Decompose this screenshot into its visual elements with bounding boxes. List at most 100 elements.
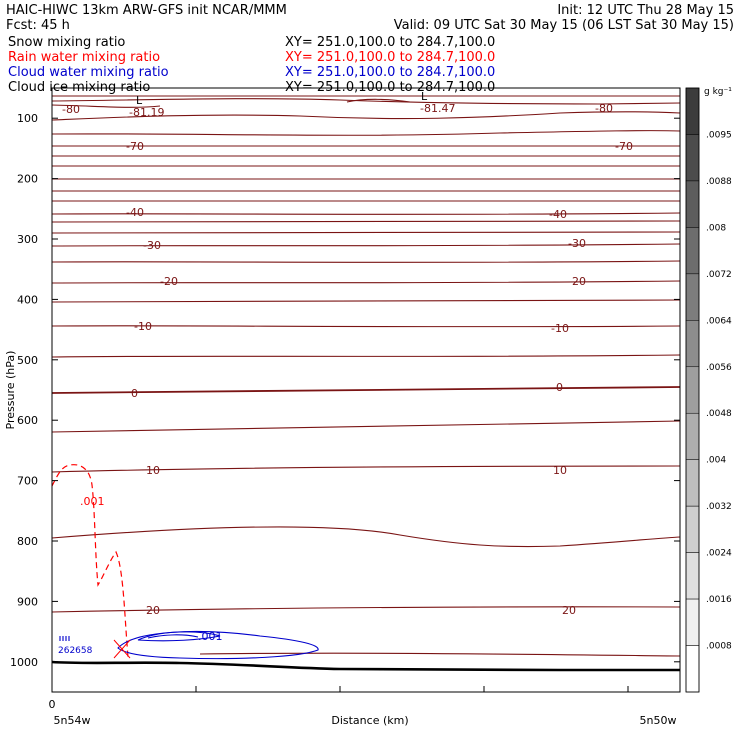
isotherm-line (51, 98, 681, 105)
isotherm-line (51, 325, 681, 328)
isotherm-zero-line (51, 386, 681, 394)
colorbar-box (685, 459, 700, 507)
contour-label: 20 (146, 604, 160, 617)
rain-contour (51, 464, 129, 661)
colorbar-box (685, 645, 700, 693)
colorbar-box (685, 412, 700, 460)
rain-label: .001 (80, 495, 105, 508)
isotherm-line (51, 420, 681, 433)
x-endpoint-end: 5n50w (640, 714, 677, 727)
colorbar-tick-label: .0072 (706, 270, 732, 280)
colorbar-tick-label: .0008 (706, 642, 732, 652)
contour-label: -81.47 (420, 102, 455, 115)
isotherm-line (51, 280, 681, 284)
isotherm-line (51, 212, 681, 215)
contour-label: -80 (595, 102, 613, 115)
contour-label: 20 (562, 604, 576, 617)
y-tick-label: 400 (17, 293, 38, 306)
colorbar-box (685, 505, 700, 553)
cloud-contour-line (147, 634, 199, 639)
colorbar-box (685, 227, 700, 275)
colorbar-tick-label: .0095 (706, 130, 732, 140)
contour-label: 10 (146, 464, 160, 477)
colorbar-box (685, 598, 700, 646)
y-tick-label: 600 (17, 414, 38, 427)
isotherm-line (51, 231, 681, 234)
colorbar-tick-label: .0088 (706, 177, 732, 187)
y-tick-label: 500 (17, 354, 38, 367)
y-tick-label: 1000 (10, 656, 38, 669)
contour-label: -20 (160, 275, 178, 288)
contour-label: 0 (556, 381, 563, 394)
isotherm-line (51, 354, 681, 358)
colorbar-tick-label: .008 (706, 223, 726, 233)
low-marker: L (136, 94, 143, 107)
x-tick-marks (51, 686, 629, 692)
contour-label: -81.19 (129, 106, 164, 119)
x-tick-label: 0 (49, 698, 56, 711)
contour-label: -40 (126, 206, 144, 219)
colorbar-frame (685, 87, 700, 693)
colorbar-tick-label: .0024 (706, 549, 732, 559)
colorbar-tick-label: .0056 (706, 363, 732, 373)
y-tick-label: 800 (17, 535, 38, 548)
cloud-contour-line (137, 631, 221, 642)
isotherm-line (51, 465, 681, 473)
header-fcst: Fcst: 45 h (6, 18, 70, 33)
cloud-hash-marks (59, 636, 70, 641)
isotherm-line (51, 111, 681, 121)
y-tick-label: 200 (17, 173, 38, 186)
isotherm-line (51, 260, 681, 263)
header-title: HAIC-HIWC 13km ARW-GFS init NCAR/MMM (6, 3, 287, 18)
colorbar-box (685, 320, 700, 368)
contour-label: -20 (568, 275, 586, 288)
y-tick-label: 700 (17, 475, 38, 488)
colorbar-box (685, 366, 700, 414)
isotherm-line (51, 220, 681, 223)
contour-label: -70 (126, 140, 144, 153)
colorbar-unit: g kg⁻¹ (704, 87, 732, 97)
field-snow-xy: XY= 251.0,100.0 to 284.7,100.0 (285, 35, 495, 50)
temperature-labels: -80 -81.19 -81.47 -80 -70 -70 -40 -40 -3… (62, 102, 633, 617)
x-axis-title: Distance (km) (331, 714, 408, 727)
contour-label: -10 (134, 320, 152, 333)
temperature-contours (51, 95, 681, 657)
contour-label: -70 (615, 140, 633, 153)
field-cloudwater-name: Cloud water mixing ratio (8, 65, 169, 80)
isotherm-line (51, 104, 161, 108)
colorbar-box (685, 134, 700, 182)
field-rain-name: Rain water mixing ratio (8, 50, 160, 65)
isotherm-line (199, 652, 681, 657)
field-cloudwater-xy: XY= 251.0,100.0 to 284.7,100.0 (285, 65, 495, 80)
y-tick-label: 100 (17, 112, 38, 125)
isotherm-line (346, 98, 411, 103)
isotherm-line (51, 526, 681, 548)
isotherm-line (51, 243, 681, 247)
x-axis: 0 5n54w 5n50w Distance (km) (49, 686, 677, 727)
colorbar-tick-label: .004 (706, 456, 726, 466)
y-tick-label: 900 (17, 595, 38, 608)
contour-label: -30 (143, 239, 161, 252)
contour-label: -80 (62, 103, 80, 116)
cloud-water-contours (59, 630, 319, 660)
rain-cross-mark (113, 639, 131, 659)
y-tick-label: 300 (17, 233, 38, 246)
field-snow-name: Snow mixing ratio (8, 35, 125, 50)
colorbar-labels: .0095 .0088 .008 .0072 .0064 .0056 .0048 .004 .0… (706, 130, 732, 651)
contour-label: -10 (551, 322, 569, 335)
field-rain-xy: XY= 251.0,100.0 to 284.7,100.0 (285, 50, 495, 65)
y-axis-title: Pressure (hPa) (4, 351, 17, 430)
header-valid: Valid: 09 UTC Sat 30 May 15 (06 LST Sat … (394, 18, 734, 33)
isotherm-line (51, 299, 681, 303)
colorbar-box (685, 87, 700, 135)
rain-contour-line (51, 464, 129, 661)
plot-area: -80 -81.19 -81.47 -80 -70 -70 -40 -40 -3… (51, 87, 681, 693)
colorbar-box (685, 273, 700, 321)
header-init: Init: 12 UTC Thu 28 May 15 (557, 3, 734, 18)
colorbar-tick-label: .0064 (706, 316, 732, 326)
colorbar-boxes (685, 87, 700, 693)
contour-label: 10 (553, 464, 567, 477)
header: HAIC-HIWC 13km ARW-GFS init NCAR/MMM Ini… (6, 3, 734, 95)
